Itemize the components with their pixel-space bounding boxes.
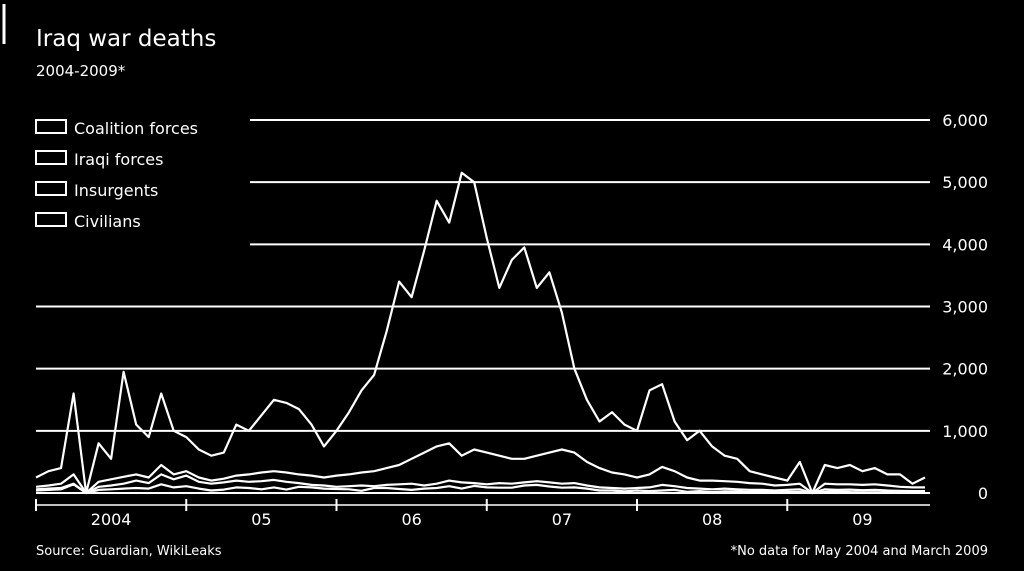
legend-swatch-civilians [35,212,67,227]
series-line-1 [35,473,925,495]
legend-swatch-coalition [35,119,67,134]
legend: Coalition forces Iraqi forces Insurgents… [35,119,198,231]
legend-item-insurgents: Insurgents [35,181,158,200]
x-axis-ticks: 2004 05 06 07 08 09 [35,499,930,529]
series-line-2 [35,442,925,495]
y-tick-label-2: 2,000 [942,360,988,379]
legend-swatch-insurgents [35,181,67,196]
source-note: Source: Guardian, WikiLeaks [36,544,222,559]
y-tick-label-3: 3,000 [942,298,988,317]
x-tick-label-3: 07 [552,510,572,529]
x-tick-label-0: 2004 [91,510,132,529]
x-tick-label-2: 06 [401,510,421,529]
y-tick-label-4: 4,000 [942,235,988,254]
y-tick-label-6: 6,000 [942,111,988,130]
series-line-3 [35,171,926,495]
legend-swatch-iraqi-forces [35,150,67,165]
x-tick-label-5: 09 [852,510,872,529]
x-tick-label-4: 08 [702,510,722,529]
legend-item-civilians: Civilians [35,212,141,231]
y-tick-label-5: 5,000 [942,173,988,192]
series-line-0 [35,483,926,495]
y-axis-ticks: 0 1,000 2,000 3,000 4,000 5,000 6,000 [942,111,988,503]
chart-subtitle: 2004-2009* [36,62,126,80]
series-lines [35,171,926,495]
legend-label-civilians: Civilians [74,212,141,231]
legend-item-iraqi-forces: Iraqi forces [35,150,163,169]
x-tick-label-1: 05 [251,510,271,529]
legend-item-coalition: Coalition forces [35,119,198,138]
legend-label-iraqi-forces: Iraqi forces [74,150,163,169]
chart-title: Iraq war deaths [36,26,216,52]
legend-label-coalition: Coalition forces [74,119,198,138]
y-tick-label-0: 0 [978,484,988,503]
footnote: *No data for May 2004 and March 2009 [731,544,988,559]
legend-label-insurgents: Insurgents [74,181,158,200]
gridlines [36,119,930,494]
y-tick-label-1: 1,000 [942,422,988,441]
